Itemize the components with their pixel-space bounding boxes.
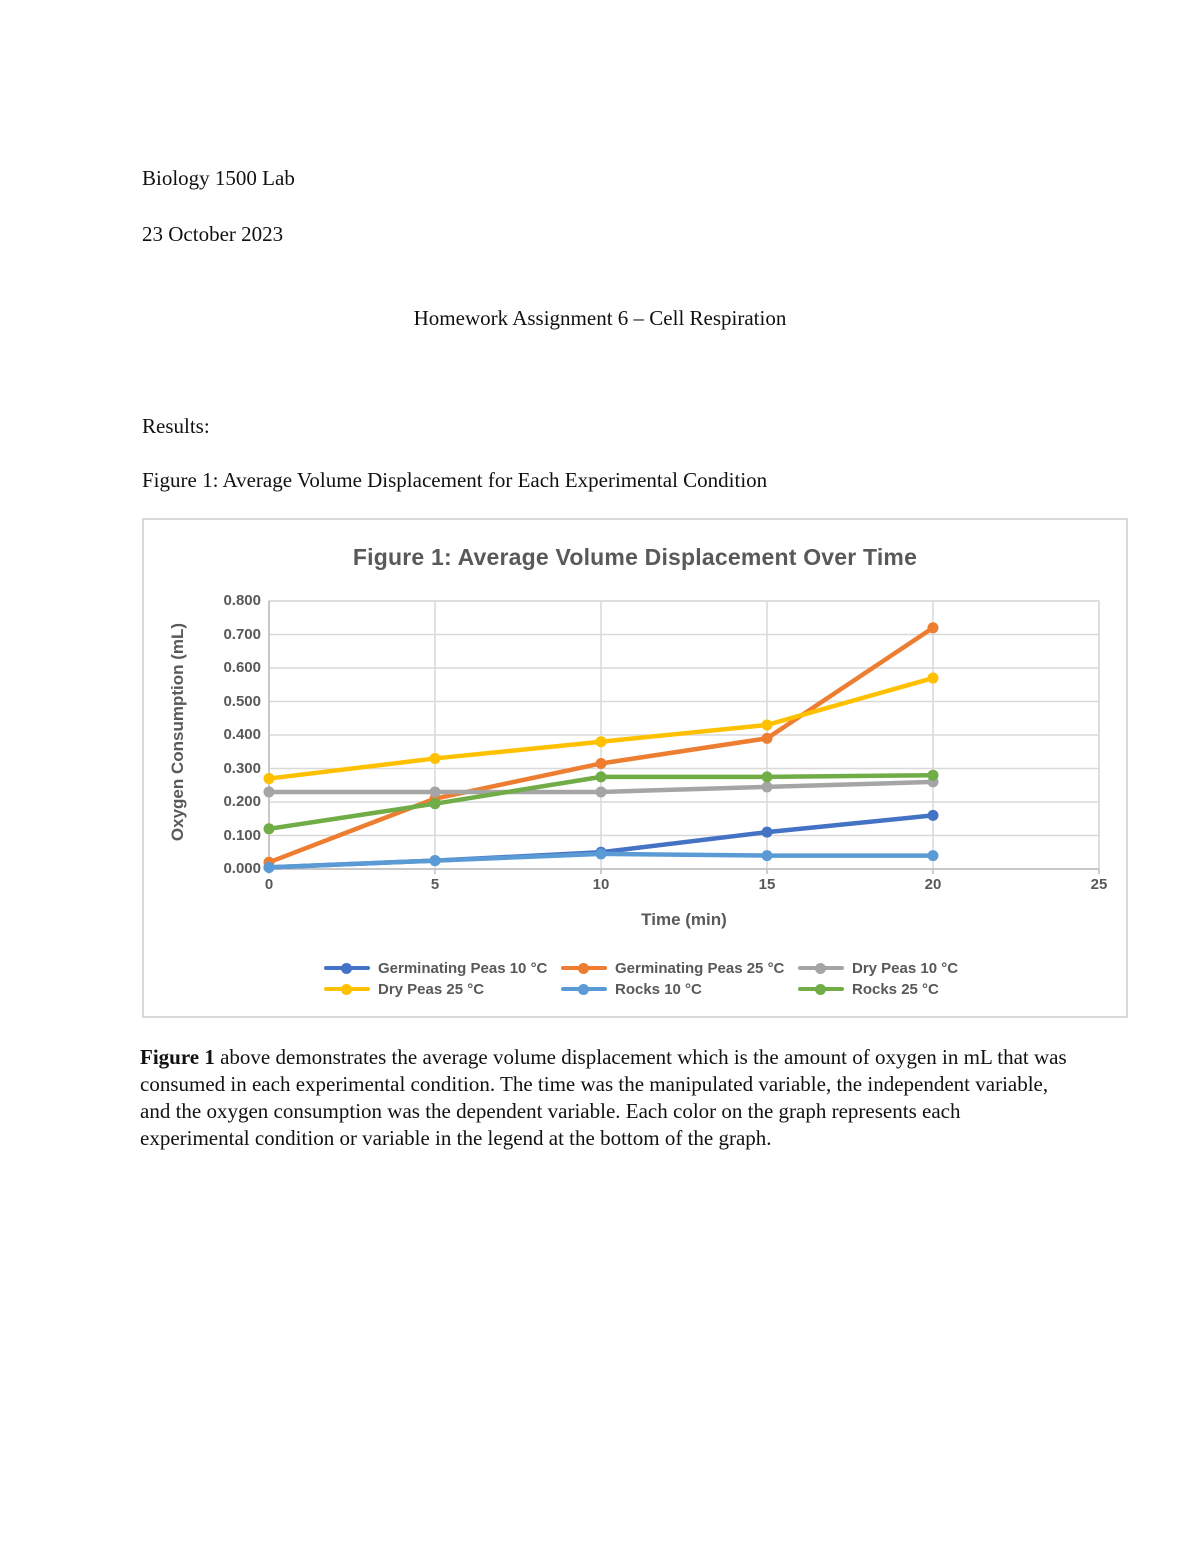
legend-item: Rocks 10 °C — [561, 979, 798, 999]
data-point-marker — [927, 672, 939, 684]
figure-description-text: above demonstrates the average volume di… — [140, 1045, 1067, 1150]
legend-marker-icon — [561, 962, 607, 974]
legend-marker-icon — [324, 962, 370, 974]
legend-item: Rocks 25 °C — [798, 979, 1038, 999]
data-point-marker — [927, 769, 939, 781]
y-tick-label: 0.600 — [223, 659, 261, 676]
document-date: 23 October 2023 — [142, 222, 284, 246]
legend-dot-icon — [341, 962, 352, 974]
data-point-marker — [429, 752, 441, 764]
legend-item: Dry Peas 10 °C — [798, 958, 1038, 978]
legend-marker-icon — [798, 983, 844, 995]
y-axis-label: Oxygen Consumption (mL) — [168, 622, 187, 842]
data-point-marker — [761, 771, 773, 783]
data-point-marker — [263, 823, 275, 835]
y-tick-label: 0.400 — [223, 726, 261, 743]
y-tick-label: 0.500 — [223, 692, 261, 710]
legend-item: Dry Peas 25 °C — [324, 979, 561, 999]
data-point-marker — [761, 719, 773, 731]
data-point-marker — [761, 826, 773, 838]
legend-label: Rocks 10 °C — [615, 980, 702, 998]
chart-plot-area — [263, 600, 1100, 874]
legend-dot-icon — [815, 962, 826, 974]
y-tick-label: 0.800 — [223, 592, 261, 609]
y-axis-ticks: 0.000 0.100 0.200 0.300 0.400 0.500 0.600 0.700… — [144, 520, 261, 1016]
legend-label: Rocks 25 °C — [852, 980, 939, 998]
data-point-marker — [263, 861, 275, 873]
figure-1-chart: Figure 1: Average Volume Displacement Ov… — [142, 518, 1128, 1018]
legend-item: Germinating Peas 25 °C — [561, 958, 798, 978]
chart-legend: Germinating Peas 10 °C Germinating Peas 2… — [324, 958, 1038, 999]
legend-label: Dry Peas 10 °C — [852, 959, 959, 977]
data-point-marker — [429, 798, 441, 810]
data-point-marker — [263, 786, 275, 798]
legend-item: Germinating Peas 10 °C — [324, 958, 561, 978]
legend-label: Germinating Peas 10 °C — [378, 959, 548, 977]
data-point-marker — [595, 771, 607, 783]
x-tick-label: 20 — [924, 876, 942, 893]
data-point-marker — [595, 736, 607, 748]
assignment-title: Homework Assignment 6 – Cell Respiration — [413, 306, 787, 330]
data-point-marker — [595, 757, 607, 769]
y-tick-label: 0.000 — [223, 860, 261, 877]
data-point-marker — [761, 850, 773, 862]
course-name: Biology 1500 Lab — [142, 166, 295, 190]
legend-dot-icon — [341, 983, 352, 995]
data-point-marker — [595, 848, 607, 860]
data-point-marker — [761, 781, 773, 793]
legend-label: Dry Peas 25 °C — [378, 980, 485, 998]
chart-title: Figure 1: Average Volume Displacement Ov… — [352, 544, 918, 570]
legend-dot-icon — [578, 962, 589, 974]
legend-marker-icon — [324, 983, 370, 995]
data-point-marker — [429, 855, 441, 867]
y-tick-label: 0.700 — [223, 625, 261, 643]
figure-caption: Figure 1: Average Volume Displacement fo… — [142, 468, 768, 492]
x-tick-label: 25 — [1090, 876, 1108, 893]
legend-dot-icon — [578, 983, 589, 995]
data-point-marker — [429, 786, 441, 798]
x-tick-label: 15 — [758, 876, 776, 893]
y-tick-label: 0.300 — [223, 759, 261, 777]
data-point-marker — [595, 786, 607, 798]
data-point-marker — [927, 809, 939, 821]
x-axis-label: Time (min) — [641, 910, 727, 929]
x-tick-label: 10 — [592, 876, 610, 893]
legend-marker-icon — [798, 962, 844, 974]
figure-description: Figure 1 above demonstrates the average … — [140, 1044, 1070, 1152]
data-point-marker — [263, 773, 275, 785]
legend-label: Germinating Peas 25 °C — [615, 959, 785, 977]
results-label: Results: — [142, 414, 210, 438]
data-point-marker — [761, 732, 773, 744]
legend-marker-icon — [561, 983, 607, 995]
data-point-marker — [927, 622, 939, 634]
figure-reference: Figure 1 — [140, 1045, 215, 1069]
data-point-marker — [927, 850, 939, 862]
x-axis-ticks: 0 5 10 15 20 25 — [144, 520, 1126, 1016]
x-tick-label: 5 — [430, 876, 440, 893]
y-tick-label: 0.100 — [223, 826, 261, 844]
legend-dot-icon — [815, 983, 826, 995]
y-tick-label: 0.200 — [223, 793, 261, 810]
x-tick-label: 0 — [264, 876, 274, 893]
